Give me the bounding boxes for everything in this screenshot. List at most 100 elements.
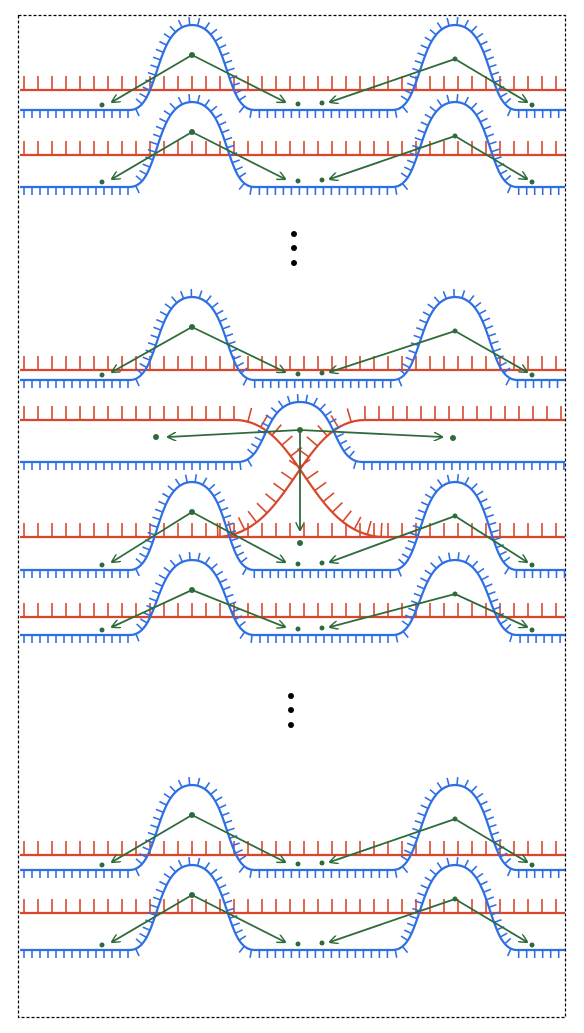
- dot: [529, 179, 535, 185]
- dot: [295, 178, 301, 184]
- dot: [319, 860, 325, 866]
- dot: [319, 370, 325, 376]
- blue-membrane: [20, 94, 565, 195]
- dot: [450, 435, 456, 441]
- red-membrane: [20, 356, 565, 372]
- arrow: [168, 429, 301, 437]
- ellipsis-top: [291, 231, 297, 266]
- dot: [529, 102, 535, 108]
- red-membrane-hatch: [216, 405, 562, 537]
- red-membrane-hatch: [23, 406, 383, 537]
- blue-membrane: [20, 857, 565, 958]
- dot: [319, 100, 325, 106]
- dot: [529, 562, 535, 568]
- arrow: [330, 135, 456, 179]
- red-membrane: [20, 141, 565, 157]
- dot: [529, 627, 535, 633]
- blue-membrane-line: [20, 480, 565, 572]
- blue-membrane: [20, 394, 565, 470]
- dot: [319, 625, 325, 631]
- dot: [295, 861, 301, 867]
- dot: [529, 862, 535, 868]
- dot: [529, 372, 535, 378]
- red-membrane-hatch: [23, 603, 557, 617]
- arrow: [191, 131, 285, 179]
- blue-membrane-hatch: [23, 857, 560, 958]
- dot: [99, 942, 105, 948]
- blue-membrane-line: [20, 100, 565, 189]
- arrow: [191, 589, 285, 627]
- blue-membrane: [20, 474, 566, 579]
- red-membrane-hatch: [23, 841, 557, 855]
- red-membrane-line: [214, 418, 565, 539]
- arrow: [112, 326, 193, 372]
- arrow: [112, 54, 193, 102]
- dot: [319, 560, 325, 566]
- arrow: [454, 818, 527, 862]
- arrow: [454, 898, 527, 942]
- arrow: [330, 593, 456, 627]
- blue-membrane-line: [20, 23, 565, 112]
- red-membrane: [20, 523, 565, 539]
- dot: [295, 371, 301, 377]
- dot: [295, 626, 301, 632]
- arrow: [330, 515, 456, 562]
- dot: [295, 561, 301, 567]
- arrow: [191, 894, 285, 942]
- arrow: [112, 589, 193, 627]
- blue-membrane-line: [20, 863, 565, 952]
- dot: [319, 177, 325, 183]
- red-membrane-hatch: [23, 899, 557, 913]
- arrow: [191, 511, 285, 562]
- blue-membrane-hatch: [23, 394, 565, 470]
- red-membrane: [20, 603, 565, 619]
- dot: [319, 940, 325, 946]
- arrow: [112, 894, 193, 942]
- arrow: [112, 131, 193, 179]
- red-membrane: [20, 841, 565, 857]
- arrow: [330, 818, 456, 862]
- dot: [529, 942, 535, 948]
- dot: [99, 562, 105, 568]
- blue-membrane: [20, 552, 565, 643]
- red-membrane: [20, 899, 565, 915]
- blue-membrane-line: [20, 295, 565, 382]
- dot: [99, 627, 105, 633]
- red-membrane: [20, 406, 386, 539]
- dot: [99, 102, 105, 108]
- red-membrane: [214, 405, 565, 539]
- dot: [99, 179, 105, 185]
- arrow: [454, 58, 527, 102]
- arrow: [191, 814, 285, 862]
- arrow: [454, 515, 527, 562]
- dot: [295, 101, 301, 107]
- red-membrane-hatch: [23, 356, 557, 370]
- arrow: [299, 429, 442, 437]
- blue-membrane-hatch: [23, 94, 560, 195]
- arrow: [191, 326, 285, 372]
- blue-membrane-line: [20, 558, 565, 637]
- dot: [297, 540, 303, 546]
- arrow: [191, 54, 285, 102]
- arrow: [330, 898, 456, 942]
- arrow: [330, 58, 456, 102]
- blue-membrane: [20, 17, 565, 118]
- blue-membrane-hatch: [23, 474, 566, 579]
- dot: [99, 862, 105, 868]
- arrow: [454, 135, 527, 179]
- blue-membrane: [20, 777, 565, 878]
- blue-membrane-hatch: [23, 288, 559, 388]
- ellipsis-bottom: [288, 693, 294, 728]
- red-membrane-hatch: [23, 523, 557, 537]
- blue-membrane-hatch: [23, 17, 560, 118]
- red-membrane: [20, 76, 565, 92]
- arrow: [112, 814, 193, 862]
- dot: [99, 372, 105, 378]
- red-membrane-line: [20, 418, 386, 539]
- blue-membrane-hatch: [23, 777, 560, 878]
- blue-membrane-line: [20, 400, 565, 464]
- arrow: [454, 330, 527, 372]
- arrow: [112, 511, 193, 562]
- blue-membrane: [20, 288, 565, 388]
